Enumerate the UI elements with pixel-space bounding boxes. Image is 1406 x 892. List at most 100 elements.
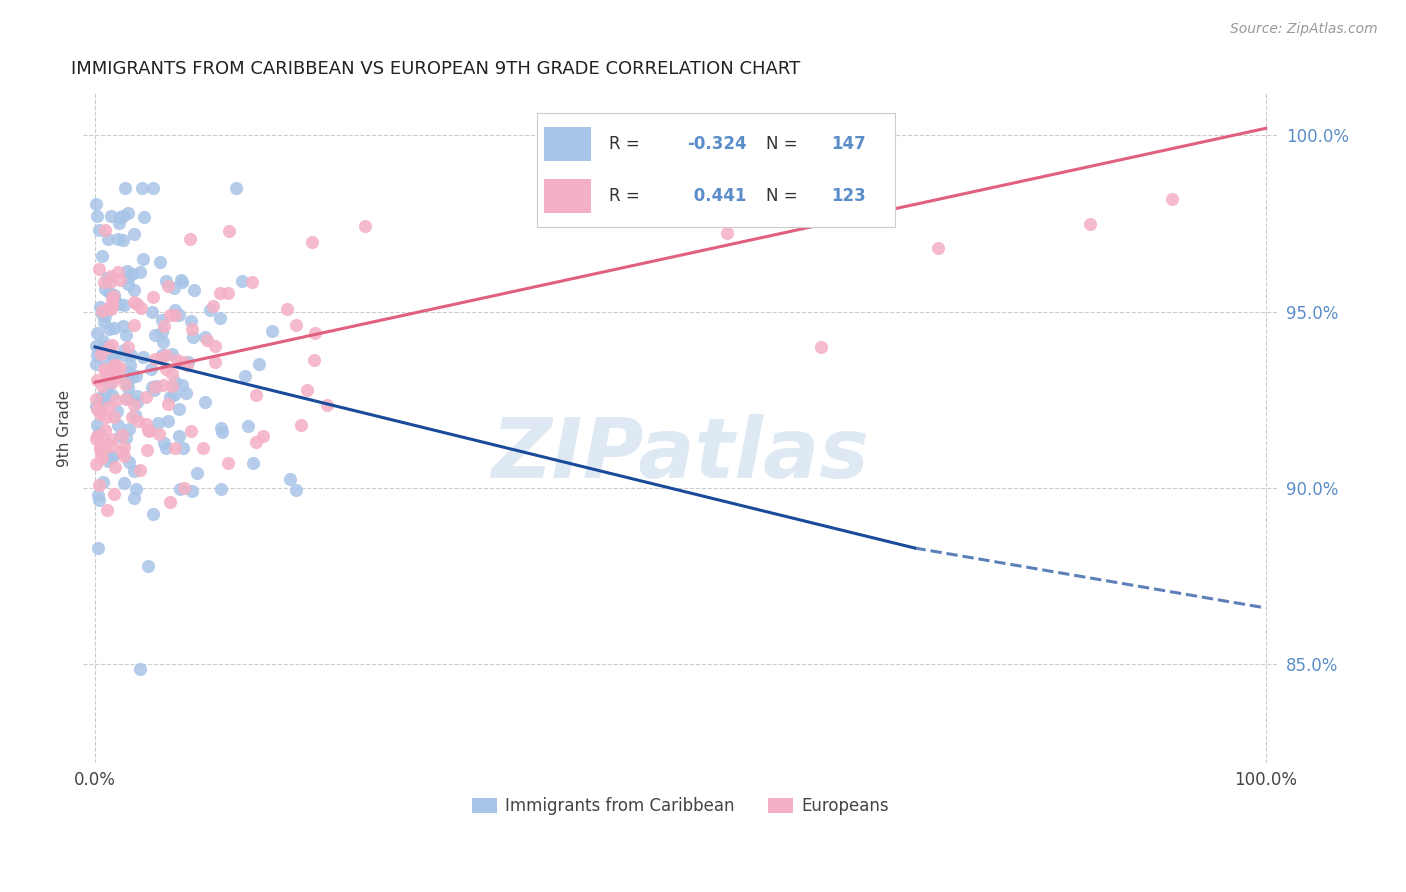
Point xyxy=(101,362,124,376)
Point xyxy=(125,389,148,403)
Point xyxy=(131,181,153,195)
Point xyxy=(927,241,949,255)
Point xyxy=(142,507,165,521)
Point xyxy=(209,483,232,497)
Point xyxy=(107,232,129,246)
Point xyxy=(167,401,190,416)
Point xyxy=(122,491,145,505)
Text: Source: ZipAtlas.com: Source: ZipAtlas.com xyxy=(1230,22,1378,37)
Point xyxy=(180,322,202,336)
Point xyxy=(104,460,127,475)
Point xyxy=(160,347,183,361)
Point xyxy=(302,353,325,368)
Point xyxy=(110,428,132,442)
Point xyxy=(114,181,136,195)
Point xyxy=(103,486,125,500)
Point xyxy=(170,273,193,287)
Point xyxy=(160,379,183,393)
Point xyxy=(103,321,125,335)
Y-axis label: 9th Grade: 9th Grade xyxy=(58,390,72,467)
Point xyxy=(179,232,201,246)
Point xyxy=(87,262,110,277)
Point xyxy=(93,423,115,437)
Point xyxy=(89,300,111,314)
Point xyxy=(165,308,187,322)
Point xyxy=(236,418,259,433)
Point xyxy=(297,383,319,397)
Point xyxy=(125,394,148,409)
Point xyxy=(89,478,111,492)
Point xyxy=(127,415,149,429)
Point xyxy=(104,293,127,308)
Point xyxy=(150,348,173,362)
Point xyxy=(107,265,129,279)
Point xyxy=(94,222,117,236)
Point xyxy=(84,392,107,406)
Point xyxy=(100,439,122,453)
Point xyxy=(165,303,187,318)
Point xyxy=(93,309,115,323)
Point xyxy=(97,285,120,299)
Point xyxy=(112,440,135,454)
Point xyxy=(101,450,124,465)
Point xyxy=(94,386,117,401)
Point xyxy=(245,387,267,401)
Point xyxy=(93,434,115,448)
Point xyxy=(145,351,167,366)
Point xyxy=(84,432,107,446)
Point xyxy=(89,391,111,405)
Point xyxy=(108,210,131,224)
Point xyxy=(101,289,124,303)
Point xyxy=(225,181,247,195)
Point xyxy=(111,428,134,442)
Point xyxy=(97,400,120,414)
Point xyxy=(122,227,145,241)
Point xyxy=(112,449,135,463)
Point xyxy=(114,431,136,445)
Point xyxy=(94,409,117,424)
Point xyxy=(1078,217,1101,231)
Text: IMMIGRANTS FROM CARIBBEAN VS EUROPEAN 9TH GRADE CORRELATION CHART: IMMIGRANTS FROM CARIBBEAN VS EUROPEAN 9T… xyxy=(72,60,800,78)
Point xyxy=(159,390,181,404)
Point xyxy=(94,394,117,409)
Point xyxy=(141,304,163,318)
Point xyxy=(101,388,124,402)
Point xyxy=(118,422,141,436)
Point xyxy=(122,283,145,297)
Point xyxy=(167,308,190,322)
Point xyxy=(204,355,226,369)
Point xyxy=(84,457,107,471)
Point xyxy=(89,449,111,463)
Point xyxy=(209,285,232,300)
Point xyxy=(124,408,146,422)
Point xyxy=(152,377,174,392)
Point xyxy=(122,398,145,412)
Point xyxy=(183,283,205,297)
Point xyxy=(127,297,149,311)
Point xyxy=(91,393,114,408)
Point xyxy=(96,340,118,354)
Point xyxy=(194,330,217,344)
Point xyxy=(117,206,139,220)
Point xyxy=(86,326,108,341)
Point xyxy=(121,409,143,424)
Point xyxy=(135,390,157,404)
Point xyxy=(159,308,181,322)
Point xyxy=(101,364,124,378)
Point xyxy=(122,464,145,478)
Point xyxy=(111,445,134,459)
Point xyxy=(118,365,141,379)
Point xyxy=(100,269,122,284)
Point xyxy=(211,425,233,439)
Point xyxy=(118,455,141,469)
Point xyxy=(136,443,159,458)
Point xyxy=(142,289,165,303)
Point xyxy=(198,303,221,318)
Point xyxy=(96,502,118,516)
Point xyxy=(354,219,377,233)
Point xyxy=(84,399,107,413)
Point xyxy=(162,281,184,295)
Point xyxy=(105,404,128,418)
Point xyxy=(143,380,166,394)
Point xyxy=(173,482,195,496)
